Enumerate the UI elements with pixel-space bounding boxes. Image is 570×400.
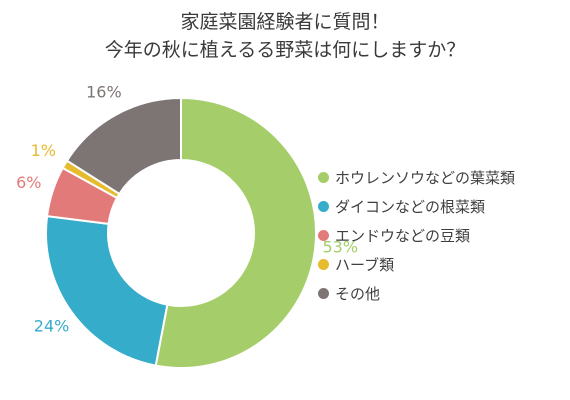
legend-label-root: ダイコンなどの根菜類 [335, 198, 486, 216]
data-label-leafy: 53% [323, 238, 359, 257]
data-label-root: 24% [34, 317, 70, 336]
legend-label-leafy: ホウレンソウなどの葉菜類 [335, 169, 516, 187]
legend-swatch-other [318, 288, 329, 299]
legend-swatch-root [318, 201, 329, 212]
chart-title: 家庭菜園経験者に質問！ [180, 11, 390, 33]
chart-title-block: 家庭菜園経験者に質問！ 今年の秋に植えるる野菜は何にしますか？ [0, 8, 570, 64]
legend: ホウレンソウなどの葉菜類 ダイコンなどの根菜類 エンドウなどの豆類 ハーブ類 そ… [318, 163, 515, 308]
legend-swatch-beans [318, 230, 329, 241]
legend-item-root: ダイコンなどの根菜類 [318, 192, 515, 221]
data-label-beans: 6% [16, 173, 41, 192]
legend-swatch-leafy [318, 172, 329, 183]
slice-leafy [154, 96, 317, 369]
slice-other [65, 96, 182, 196]
data-label-other: 16% [86, 82, 122, 101]
legend-swatch-herbs [318, 259, 329, 270]
slice-root [45, 214, 169, 367]
legend-label-beans: エンドウなどの豆類 [335, 227, 471, 245]
legend-item-beans: エンドウなどの豆類 [318, 221, 515, 250]
legend-item-other: その他 [318, 279, 515, 308]
data-label-herbs: 1% [31, 141, 56, 160]
legend-item-herbs: ハーブ類 [318, 250, 515, 279]
legend-label-herbs: ハーブ類 [335, 256, 395, 274]
chart-subtitle: 今年の秋に植えるる野菜は何にしますか？ [104, 39, 466, 61]
legend-label-other: その他 [335, 285, 381, 303]
legend-item-leafy: ホウレンソウなどの葉菜類 [318, 163, 515, 192]
